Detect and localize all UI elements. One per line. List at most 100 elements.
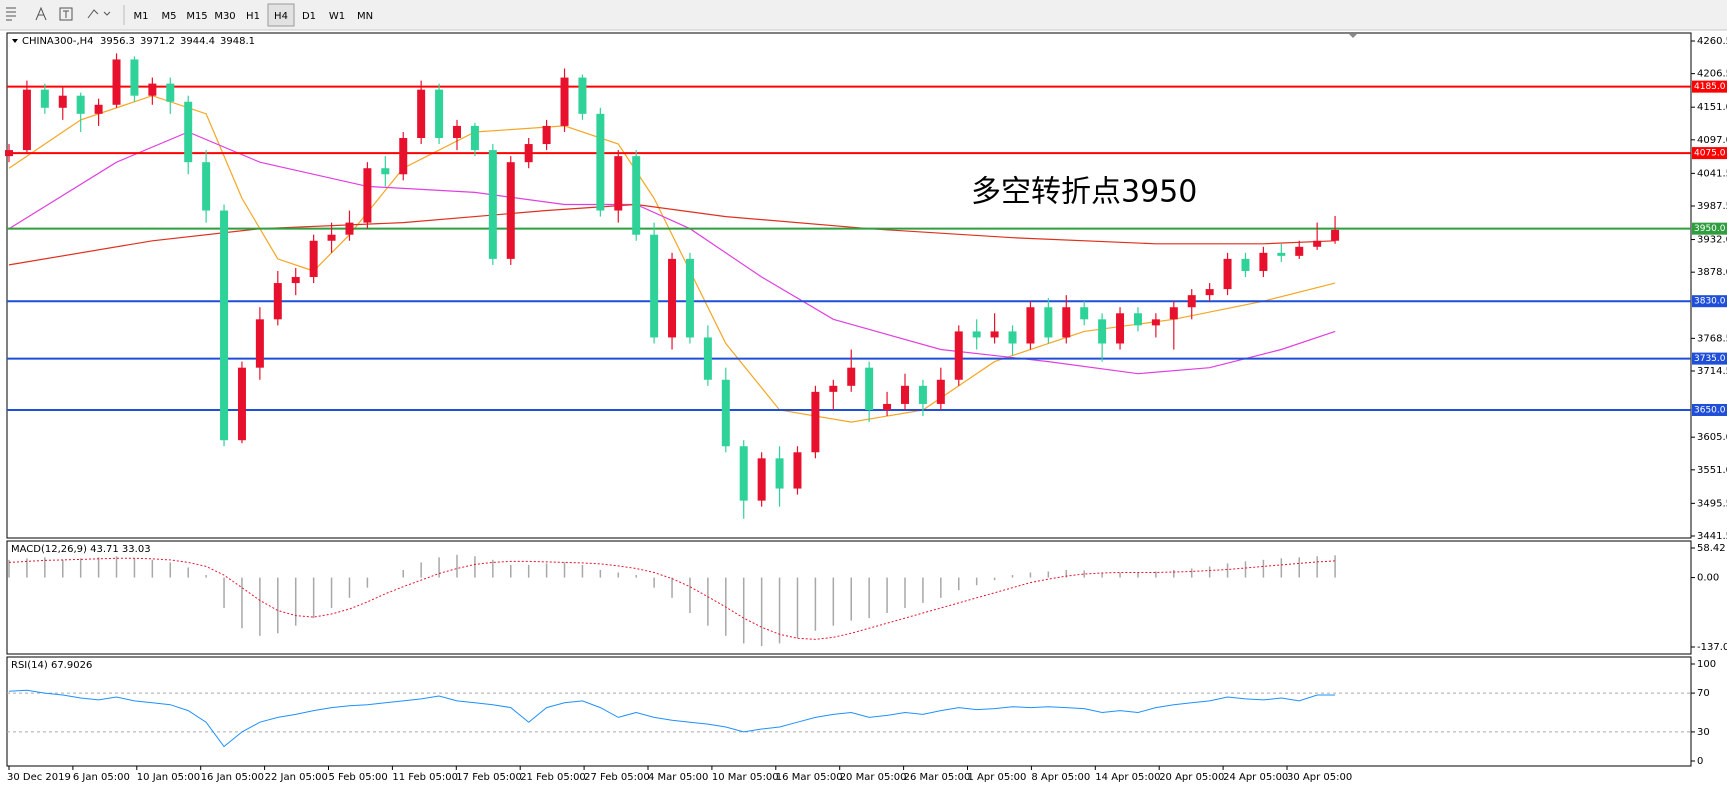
candle-body — [811, 391, 820, 453]
macd-bar — [1316, 556, 1318, 578]
macd-signal — [8, 557, 1336, 640]
timeframe-button[interactable]: W1 — [329, 11, 345, 22]
candle-body — [184, 101, 193, 163]
y-tick-label: 4151.0 — [1697, 102, 1727, 113]
candle-body — [793, 452, 802, 489]
candle-body — [1331, 229, 1340, 241]
candle-body — [721, 379, 730, 447]
symbol-title: CHINA300-,H4 — [22, 36, 94, 47]
timeframe-button[interactable]: M30 — [214, 11, 235, 22]
macd-bar — [796, 577, 799, 639]
candle-body — [22, 89, 31, 151]
macd-bar — [940, 577, 942, 598]
ohlc-value: 3956.3 — [100, 36, 135, 47]
candle-body — [1062, 307, 1071, 338]
timeframe-button[interactable]: H1 — [246, 11, 260, 22]
timeframe-button[interactable]: M5 — [162, 11, 177, 22]
candle-body — [363, 168, 372, 223]
candle-body — [435, 89, 444, 139]
timeframe-button[interactable]: D1 — [302, 11, 316, 22]
candle-body — [560, 77, 569, 126]
x-tick-label: 14 Apr 05:00 — [1095, 772, 1160, 783]
x-tick-label: 11 Feb 05:00 — [392, 772, 458, 783]
candle-body — [614, 156, 623, 211]
x-tick-label: 8 Apr 05:00 — [1031, 772, 1090, 783]
level-label: 3735.0 — [1694, 354, 1726, 364]
candle-body — [255, 319, 264, 368]
candle-body — [847, 367, 856, 386]
candle-body — [990, 331, 999, 338]
candle-body — [703, 337, 712, 380]
macd-bar — [527, 564, 530, 578]
y-tick-label: 70 — [1697, 688, 1710, 699]
candle-body — [775, 458, 784, 489]
macd-bar — [294, 577, 297, 626]
timeframe-button[interactable]: M1 — [134, 11, 149, 22]
candle-body — [1098, 319, 1107, 344]
candle-body — [1026, 307, 1035, 344]
macd-bar — [1137, 572, 1139, 578]
macd-bar — [1047, 571, 1050, 578]
macd-bar — [742, 577, 745, 644]
candle-body — [148, 83, 157, 96]
macd-bar — [169, 562, 172, 578]
macd-bar — [510, 564, 512, 578]
macd-bar — [850, 577, 852, 621]
macd-bar — [474, 556, 476, 578]
y-tick-label: 0.00 — [1697, 573, 1719, 584]
candle-body — [632, 156, 641, 235]
candle-body — [1277, 252, 1286, 256]
y-tick-label: 3605.0 — [1697, 432, 1727, 443]
candle-body — [273, 283, 282, 320]
icon-text[interactable] — [35, 6, 47, 21]
candle-body — [40, 89, 49, 108]
macd-bar — [958, 577, 960, 591]
macd-bar — [778, 577, 781, 644]
macd-bar — [1011, 575, 1014, 578]
timeframe-button[interactable]: MN — [357, 11, 373, 22]
macd-bar — [653, 577, 655, 588]
x-tick-label: 17 Feb 05:00 — [456, 772, 522, 783]
annotation: 多空转折点3950 — [971, 175, 1197, 210]
x-tick-label: 1 Apr 05:00 — [968, 772, 1027, 783]
icon-draw[interactable] — [87, 9, 111, 19]
panel-arrow — [12, 39, 18, 43]
candle-body — [1187, 295, 1196, 308]
timeframe-buttons: M1 M5 M15 M30 H1 H4 D1 W1 MN — [134, 3, 373, 27]
level-label-box — [1692, 80, 1727, 93]
x-tick-label: 20 Mar 05:00 — [840, 772, 907, 783]
candle-body — [1080, 307, 1089, 320]
macd-bar — [366, 577, 369, 588]
candle-body — [1169, 307, 1178, 320]
candle-body — [112, 59, 121, 105]
icon-menu[interactable] — [6, 7, 16, 21]
button-label: M5 — [162, 11, 177, 22]
candle-body — [291, 277, 300, 284]
timeframe-button[interactable]: H4 — [267, 3, 295, 27]
level-label: 3650.0 — [1694, 405, 1726, 415]
candle-body — [596, 113, 605, 211]
macd-bar — [599, 569, 602, 578]
level-label: 3950.0 — [1694, 224, 1726, 234]
button-label: D1 — [302, 11, 316, 22]
macd-bar — [1029, 572, 1032, 578]
candle-body — [972, 331, 981, 338]
macd-bar — [1262, 559, 1265, 578]
macd-bar — [44, 557, 46, 578]
macd-bar — [975, 577, 978, 586]
icon-label-t — [63, 10, 69, 18]
icon-label[interactable] — [59, 7, 73, 21]
candle-body — [1205, 289, 1214, 296]
y-tick-label: 100 — [1697, 659, 1716, 670]
x-tick-label: 24 Apr 05:00 — [1223, 772, 1288, 783]
candle-body — [936, 379, 945, 404]
x-tick-label: 27 Feb 05:00 — [584, 772, 650, 783]
macd-bar — [1119, 572, 1121, 578]
y-tick-label: 58.42 — [1697, 543, 1726, 554]
y-tick-label: 3495.5 — [1697, 498, 1727, 509]
timeframe-button[interactable]: M15 — [186, 11, 207, 22]
y-tick-label: 4041.5 — [1697, 168, 1727, 179]
macd-bar — [671, 577, 673, 598]
candle-body — [1241, 258, 1250, 271]
level-label-box — [1692, 147, 1727, 160]
